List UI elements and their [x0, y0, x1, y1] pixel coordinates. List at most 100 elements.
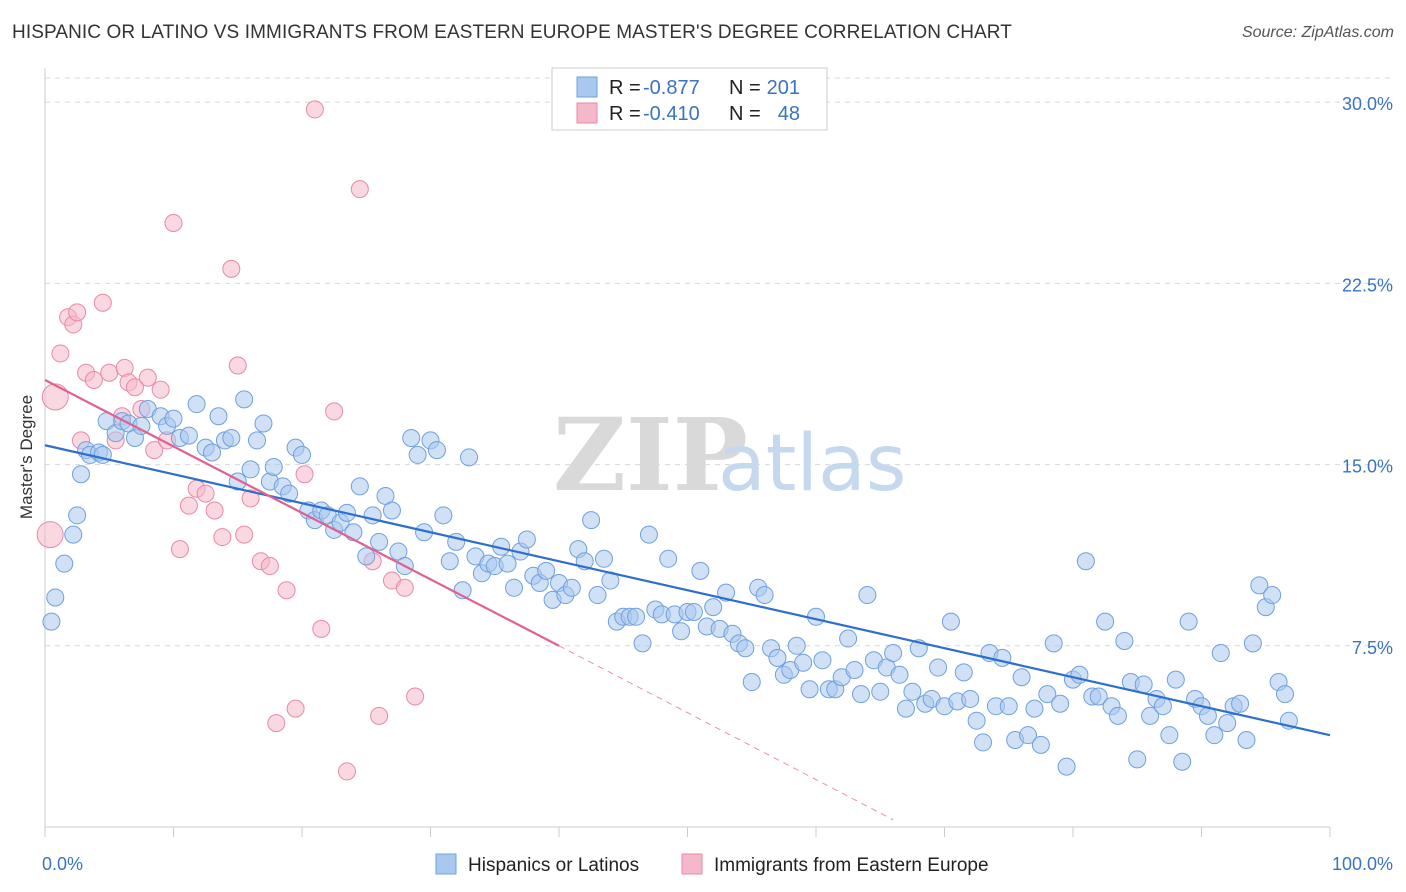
x-tick-label-max: 100.0% — [1332, 854, 1393, 874]
blue-point-25 — [209, 407, 228, 426]
blue-point-116 — [794, 653, 813, 672]
blue-point-166 — [1115, 631, 1134, 650]
blue-point-4 — [68, 506, 87, 525]
blue-point-52 — [382, 501, 401, 520]
blue-point-174 — [1166, 670, 1185, 689]
pink-point-40 — [325, 402, 344, 421]
blue-point-21 — [179, 426, 198, 445]
blue-point-83 — [582, 511, 601, 530]
blue-point-95 — [659, 549, 678, 568]
blue-point-126 — [858, 586, 877, 605]
blue-point-137 — [929, 658, 948, 677]
blue-point-85 — [594, 549, 613, 568]
blue-point-22 — [187, 395, 206, 414]
legend-r-label-1: R = — [609, 77, 641, 99]
blue-point-170 — [1141, 706, 1160, 725]
legend-r-value-2: -0.410 — [643, 103, 700, 125]
blue-point-180 — [1205, 726, 1224, 745]
blue-point-172 — [1153, 697, 1172, 716]
trend-line-immigrants — [44, 379, 560, 647]
blue-point-123 — [839, 629, 858, 648]
blue-point-3 — [64, 525, 83, 544]
bottom-legend-swatch-blue — [435, 853, 457, 875]
blue-point-64 — [460, 448, 479, 467]
pink-point-17 — [138, 368, 157, 387]
blue-point-19 — [164, 409, 183, 428]
blue-point-154 — [1038, 685, 1057, 704]
blue-point-142 — [961, 689, 980, 708]
watermark-zip: ZIP — [553, 396, 748, 514]
blue-point-175 — [1173, 752, 1192, 771]
blue-point-90 — [627, 607, 646, 626]
y-tick-label-2: 22.5% — [1342, 275, 1393, 295]
pink-point-34 — [267, 714, 286, 733]
blue-point-165 — [1108, 706, 1127, 725]
pink-point-27 — [213, 528, 232, 547]
blue-point-182 — [1218, 714, 1237, 733]
y-tick-label-1: 15.0% — [1342, 457, 1393, 477]
blue-point-97 — [672, 622, 691, 641]
pink-point-38 — [305, 100, 324, 119]
legend-swatch-pink — [576, 102, 598, 124]
axes — [44, 68, 1331, 837]
grid-lines — [45, 77, 1393, 647]
pink-point-8 — [84, 371, 103, 390]
pink-point-5 — [68, 303, 87, 322]
blue-point-50 — [370, 532, 389, 551]
blue-point-71 — [505, 578, 524, 597]
blue-point-56 — [408, 445, 427, 464]
blue-point-38 — [293, 445, 311, 464]
blue-point-48 — [357, 547, 376, 566]
blue-point-124 — [845, 660, 864, 679]
pink-point-10 — [100, 363, 119, 382]
blue-point-168 — [1128, 750, 1147, 769]
watermark: ZIP atlas — [553, 396, 907, 514]
blue-point-47 — [350, 477, 369, 496]
blue-point-189 — [1263, 586, 1282, 605]
blue-point-155 — [1044, 634, 1063, 653]
blue-point-131 — [890, 665, 909, 684]
pink-point-2 — [51, 344, 70, 363]
blue-point-144 — [974, 733, 993, 752]
blue-point-119 — [813, 651, 832, 670]
blue-point-36 — [280, 484, 299, 503]
blue-point-191 — [1276, 685, 1295, 704]
blue-point-125 — [851, 685, 870, 704]
y-axis-label: Master's Degree — [17, 395, 36, 519]
pink-point-0 — [36, 521, 64, 549]
blue-point-162 — [1089, 687, 1108, 706]
blue-point-173 — [1160, 726, 1179, 745]
chart-title: HISPANIC OR LATINO VS IMMIGRANTS FROM EA… — [12, 22, 1012, 43]
blue-point-55 — [402, 429, 421, 448]
blue-point-132 — [896, 699, 915, 718]
blue-point-31 — [248, 431, 267, 450]
bottom-legend-immigrants: Immigrants from Eastern Europe — [714, 855, 989, 876]
x-tick-label-min: 0.0% — [42, 854, 83, 874]
blue-point-0 — [42, 612, 61, 631]
blue-point-2 — [55, 554, 74, 573]
y-tick-label-3: 30.0% — [1342, 94, 1393, 114]
legend-n-value-1: 201 — [767, 77, 800, 99]
blue-point-150 — [1012, 668, 1031, 687]
legend-r-label-2: R = — [609, 103, 641, 125]
blue-point-112 — [768, 648, 787, 667]
pink-point-25 — [196, 484, 215, 503]
pink-point-33 — [260, 557, 279, 576]
blue-point-34 — [264, 457, 283, 476]
blue-point-99 — [684, 602, 703, 621]
pink-point-36 — [286, 699, 305, 718]
blue-point-102 — [704, 598, 723, 617]
blue-point-73 — [517, 530, 536, 549]
blue-point-70 — [498, 554, 517, 573]
blue-point-110 — [755, 586, 774, 605]
blue-point-163 — [1096, 612, 1115, 631]
blue-point-181 — [1211, 644, 1230, 663]
y-tick-labels: 7.5% 15.0% 22.5% 30.0% — [1342, 94, 1393, 658]
blue-point-147 — [993, 648, 1012, 667]
blue-point-143 — [967, 711, 986, 730]
blue-point-107 — [736, 639, 755, 658]
bottom-legend-swatch-pink — [681, 853, 703, 875]
trend-line-immigrants-extension — [558, 645, 894, 821]
blue-point-148 — [999, 697, 1018, 716]
